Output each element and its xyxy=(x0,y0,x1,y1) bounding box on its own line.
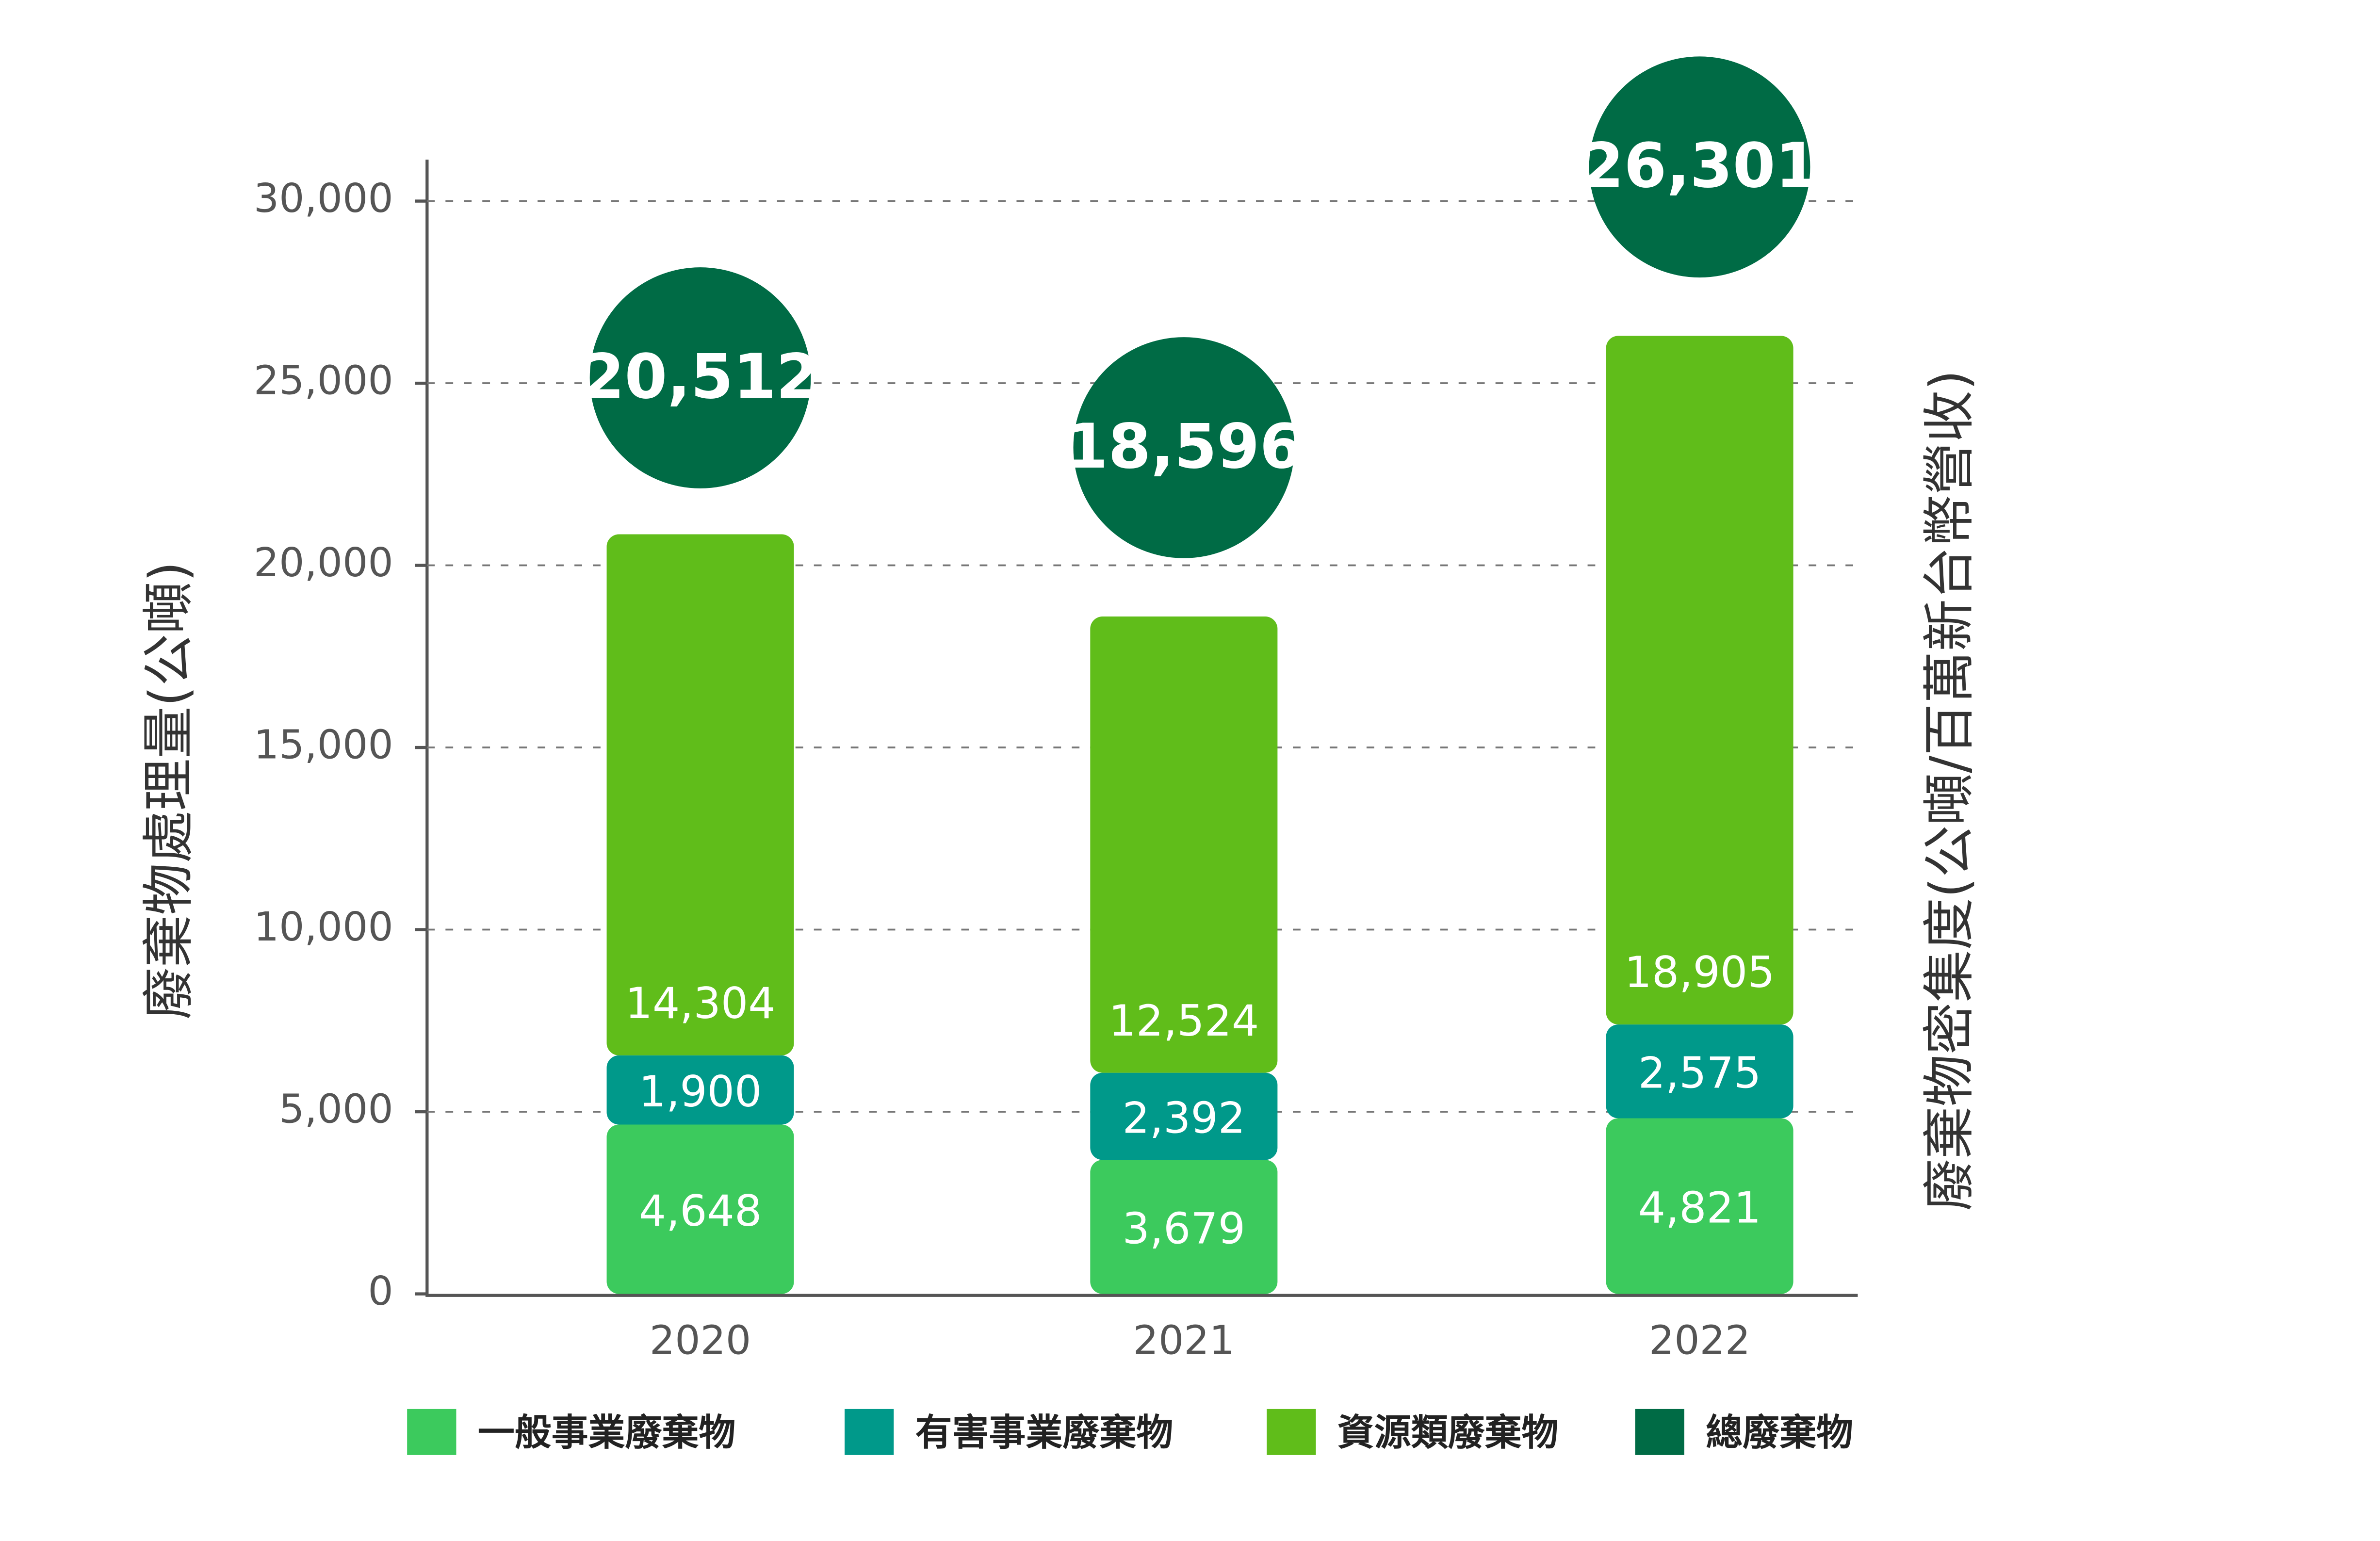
bar-segment xyxy=(1090,1072,1278,1160)
y-tick-label: 15,000 xyxy=(254,722,393,768)
total-circle xyxy=(1073,337,1295,558)
bar-segment xyxy=(606,534,794,1055)
total-label: 20,512 xyxy=(582,341,818,412)
data-label: 4,648 xyxy=(639,1186,762,1236)
data-label: 3,679 xyxy=(1123,1203,1246,1253)
x-tick-label: 2022 xyxy=(1649,1317,1750,1363)
data-label: 2,575 xyxy=(1638,1048,1761,1098)
y-tick-label: 25,000 xyxy=(254,357,393,404)
total-label: 26,301 xyxy=(1581,130,1818,201)
bar-segment xyxy=(1606,336,1793,1025)
legend-swatch xyxy=(407,1409,456,1455)
data-label: 1,900 xyxy=(639,1067,762,1117)
y2-axis-label: 廢棄物密集度(公噸/百萬新台幣營收) xyxy=(1919,370,1980,1211)
x-tick-label: 2021 xyxy=(1133,1317,1235,1363)
bar-segment xyxy=(1090,1160,1278,1294)
legend-label: 資源類廢棄物 xyxy=(1337,1411,1559,1454)
bar-segment xyxy=(1606,1024,1793,1119)
total-circle xyxy=(589,267,811,488)
legend-label: 有害事業廢棄物 xyxy=(915,1411,1174,1454)
legend-swatch xyxy=(845,1409,894,1455)
legend-label: 總廢棄物 xyxy=(1706,1411,1853,1454)
y-tick-label: 30,000 xyxy=(254,176,393,222)
data-label: 4,821 xyxy=(1638,1183,1761,1233)
legend-label: 一般事業廢棄物 xyxy=(478,1411,736,1454)
legend-swatch xyxy=(1635,1409,1684,1455)
data-label: 2,392 xyxy=(1123,1093,1246,1143)
total-circle xyxy=(1589,56,1810,278)
y-tick-label: 20,000 xyxy=(254,540,393,586)
bar-segment xyxy=(606,1055,794,1125)
bar-segment xyxy=(1090,616,1278,1073)
y-tick-label: 5,000 xyxy=(279,1086,393,1132)
y-axis-label: 廢棄物處理量(公噸) xyxy=(138,561,199,1020)
total-label: 18,596 xyxy=(1065,411,1302,482)
y-tick-label: 10,000 xyxy=(254,904,393,950)
data-label: 14,304 xyxy=(625,978,776,1028)
bar-segment xyxy=(606,1124,794,1294)
data-label: 18,905 xyxy=(1625,947,1775,997)
legend-swatch xyxy=(1267,1409,1316,1455)
data-label: 12,524 xyxy=(1108,996,1259,1046)
bar-segment xyxy=(1606,1118,1793,1294)
y-tick-label: 0 xyxy=(368,1268,393,1314)
x-tick-label: 2020 xyxy=(650,1317,751,1363)
